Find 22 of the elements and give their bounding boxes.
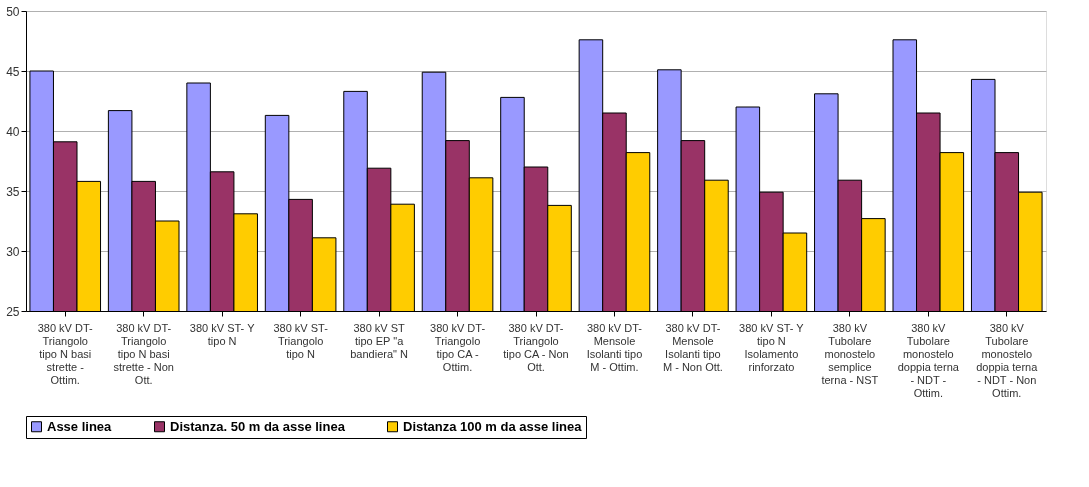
x-tick-label: 380 kV DT- Triangolo tipo N basi strette - Non Ott. (113, 321, 174, 386)
x-tick-label: 380 kV Tubolare monostelo doppia terna - NDT - Ottim. (897, 321, 960, 399)
x-tick-label: 380 kV DT- Triangolo tipo CA - Ottim. (430, 321, 486, 373)
x-tick-label: 380 kV Tubolare monostelo semplice terna - NST (821, 321, 879, 386)
x-tick-label: 380 kV DT- Triangolo tipo N basi strette - Ottim. (37, 321, 94, 386)
x-tick-label: 380 kV DT- Mensole Isolanti tipo M - Non Ott. (662, 321, 723, 373)
y-tick-label: 30 (6, 244, 20, 259)
legend-label: Distanza 100 m da asse linea (403, 418, 583, 434)
x-tick-label: 380 kV DT- Mensole Isolanti tipo M - Ottim. (586, 321, 643, 373)
x-tick-label: 380 kV DT- Triangolo tipo CA - Non Ott. (503, 321, 569, 373)
legend-label: Asse linea (47, 418, 113, 434)
x-tick-label: 380 kV ST tipo EP "a bandiera" N (350, 321, 408, 360)
y-tick-label: 50 (6, 4, 20, 19)
x-tick-label: 380 kV ST- Triangolo tipo N (273, 321, 329, 360)
y-tick-label: 45 (6, 64, 20, 79)
x-tick-label: 380 kV ST- Y tipo N (189, 321, 256, 347)
y-tick-label: 35 (6, 184, 20, 199)
legend-label: Distanza. 50 m da asse linea (170, 418, 346, 434)
x-tick-label: 380 kV ST- Y tipo N Isolamento rinforzato (739, 321, 805, 373)
x-tick-label: 380 kV Tubolare monostelo doppia terna - NDT - Non Ottim. (976, 321, 1039, 399)
y-tick-label: 25 (6, 304, 20, 319)
y-tick-label: 40 (6, 124, 20, 139)
